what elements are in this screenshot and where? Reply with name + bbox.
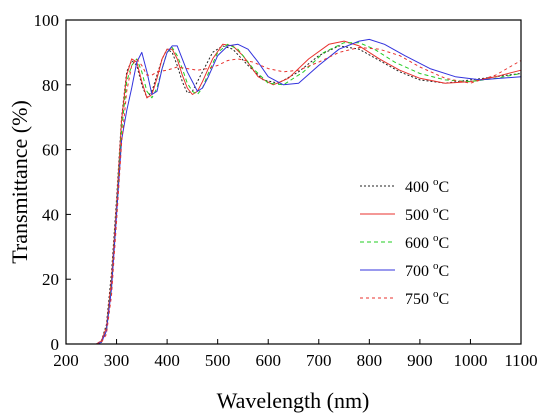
y-tick-label: 0 bbox=[51, 335, 60, 354]
x-tick-label: 400 bbox=[154, 351, 180, 370]
y-tick-label: 20 bbox=[42, 270, 59, 289]
x-axis-ticks: 200 300 400 500 600 700 800 900 1000 1100 bbox=[53, 339, 538, 370]
series-line-3 bbox=[66, 38, 522, 345]
x-tick-label: 500 bbox=[205, 351, 231, 370]
series-line-4 bbox=[66, 47, 522, 345]
x-tick-label: 200 bbox=[53, 351, 79, 370]
legend-label-4: 750 oC bbox=[405, 288, 449, 308]
y-axis-title: Transmittance (%) bbox=[7, 100, 32, 264]
legend-label-1: 500 oC bbox=[405, 204, 449, 224]
x-tick-label: 300 bbox=[104, 351, 130, 370]
legend-label-0: 400 oC bbox=[405, 176, 449, 196]
legend: 400 oC 500 oC 600 oC 700 oC 750 oC bbox=[360, 176, 449, 308]
y-tick-label: 80 bbox=[42, 76, 59, 95]
x-tick-label: 600 bbox=[255, 351, 281, 370]
x-axis-title: Wavelength (nm) bbox=[217, 388, 370, 413]
x-tick-label: 1000 bbox=[453, 351, 487, 370]
y-tick-label: 60 bbox=[42, 141, 59, 160]
x-tick-label: 1100 bbox=[504, 351, 537, 370]
y-tick-label: 40 bbox=[42, 205, 59, 224]
legend-label-2: 600 oC bbox=[405, 232, 449, 252]
y-axis-ticks: 0 20 40 60 80 100 bbox=[34, 11, 71, 354]
plot-lines bbox=[66, 38, 522, 345]
x-tick-label: 900 bbox=[407, 351, 433, 370]
series-line-2 bbox=[66, 42, 522, 345]
x-tick-label: 800 bbox=[357, 351, 383, 370]
series-line-0 bbox=[66, 45, 522, 345]
y-tick-label: 100 bbox=[34, 11, 60, 30]
plot-frame bbox=[65, 19, 522, 345]
legend-label-3: 700 oC bbox=[405, 260, 449, 280]
series-line-1 bbox=[66, 40, 522, 345]
x-tick-label: 700 bbox=[306, 351, 332, 370]
